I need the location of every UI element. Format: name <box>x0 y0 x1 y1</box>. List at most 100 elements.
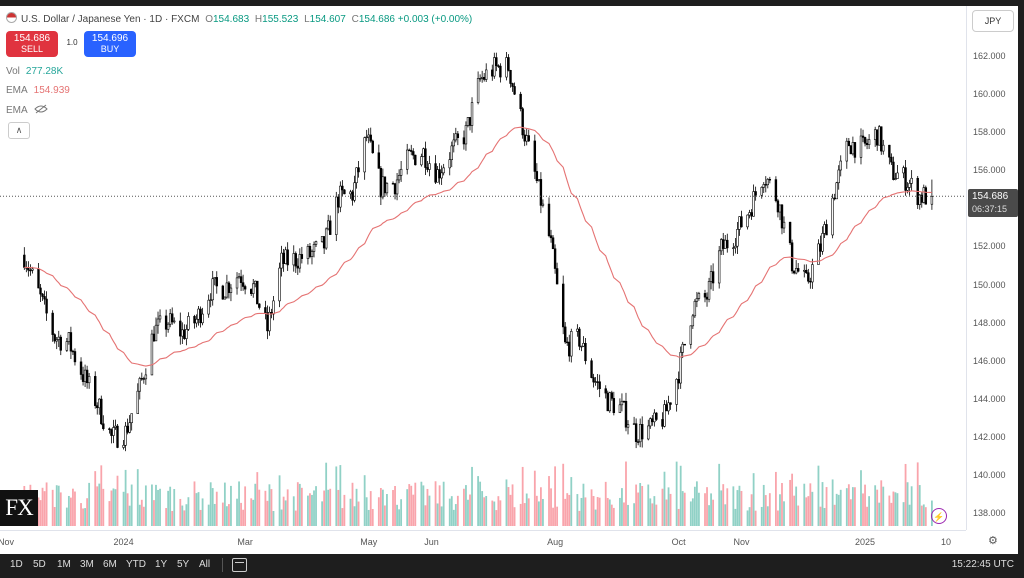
symbol-title[interactable]: U.S. Dollar / Japanese Yen · 1D · FXCM <box>21 14 200 25</box>
volume-bar <box>96 486 99 526</box>
candle <box>606 390 609 412</box>
collapse-indicators-button[interactable]: ∧ <box>8 122 30 139</box>
volume-bar <box>157 489 159 526</box>
candle <box>369 127 372 143</box>
candle <box>312 241 316 258</box>
volume-bar <box>908 504 911 526</box>
range-ytd[interactable]: YTD <box>126 559 146 570</box>
buy-button[interactable]: 154.696 BUY <box>84 31 136 57</box>
volume-bar <box>282 496 285 526</box>
price-tick-label: 158.000 <box>973 127 1006 138</box>
candle <box>73 348 77 366</box>
range-all[interactable]: All <box>199 559 211 570</box>
candle <box>892 156 895 181</box>
range-1y[interactable]: 1Y <box>155 559 168 570</box>
eye-hidden-icon[interactable] <box>34 104 48 114</box>
candle <box>750 209 753 220</box>
sell-button[interactable]: 154.686 SELL <box>6 31 58 57</box>
volume-bar <box>456 495 459 526</box>
calendar-icon[interactable] <box>232 558 247 572</box>
candle <box>533 134 537 180</box>
volume-bar <box>369 491 372 526</box>
volume-bar <box>471 466 473 526</box>
change-value: +0.003 (+0.00%) <box>397 14 473 25</box>
volume-bar <box>325 462 328 526</box>
candle <box>598 374 601 398</box>
volume-indicator[interactable]: Vol 277.28K <box>6 66 64 77</box>
candle <box>930 179 934 210</box>
range-1m[interactable]: 1M <box>57 559 71 570</box>
range-3m[interactable]: 3M <box>80 559 94 570</box>
candle <box>329 215 332 235</box>
price-plot[interactable] <box>0 6 966 530</box>
ema-indicator-hidden[interactable]: EMA <box>6 104 48 116</box>
volume-bar <box>647 484 650 526</box>
volume-bar <box>740 490 743 526</box>
volume-bar <box>86 498 89 526</box>
currency-button[interactable]: JPY <box>972 10 1014 32</box>
candle <box>875 129 879 151</box>
candle <box>880 126 883 155</box>
time-axis[interactable]: Nov 2024 Mar May Jun Aug Oct Nov 2025 10 <box>0 530 966 554</box>
candle <box>436 165 439 183</box>
range-6m[interactable]: 6M <box>103 559 117 570</box>
candle <box>513 82 516 96</box>
candle <box>426 160 429 173</box>
lightning-icon[interactable]: ⚡ <box>931 508 947 524</box>
volume-bar <box>294 510 297 526</box>
volume-bar <box>791 473 794 526</box>
volume-bar <box>495 510 498 526</box>
candle <box>693 299 697 318</box>
candle <box>555 262 559 285</box>
volume-bar <box>621 488 623 526</box>
candle <box>505 52 508 81</box>
candle <box>464 121 468 151</box>
candle <box>916 175 919 209</box>
range-1d[interactable]: 1D <box>10 559 23 570</box>
volume-bar <box>695 481 698 526</box>
candle <box>410 144 413 156</box>
volume-bar <box>428 495 431 526</box>
candle <box>399 160 403 182</box>
candle <box>85 365 89 389</box>
candle <box>760 186 763 199</box>
volume-bar <box>256 472 259 526</box>
time-tick-label: Aug <box>547 537 564 547</box>
candle <box>655 412 658 421</box>
volume-bar <box>533 470 536 526</box>
volume-bar <box>760 506 763 526</box>
volume-bar <box>653 496 656 526</box>
candle <box>661 412 664 430</box>
candle <box>748 209 751 219</box>
volume-bar <box>379 487 382 526</box>
candle <box>604 385 607 399</box>
volume-bar <box>74 491 76 526</box>
volume-bar <box>878 502 881 526</box>
volume-bar <box>309 493 311 526</box>
ema-indicator[interactable]: EMA 154.939 <box>6 85 70 96</box>
candle <box>837 165 840 190</box>
chart-area[interactable]: 162.000160.000158.000156.000154.000152.0… <box>0 6 1018 554</box>
volume-bar <box>779 494 781 526</box>
price-axis[interactable]: 162.000160.000158.000156.000154.000152.0… <box>966 6 1018 530</box>
volume-bar <box>606 497 609 526</box>
volume-bar <box>467 499 469 526</box>
volume-bar <box>499 500 502 526</box>
volume-bar <box>896 493 899 526</box>
volume-bar <box>183 510 186 526</box>
candle <box>237 273 241 279</box>
utc-clock[interactable]: 15:22:45 UTC <box>951 559 1014 570</box>
candle <box>568 334 571 362</box>
candle <box>807 268 810 284</box>
volume-bar <box>651 503 654 526</box>
volume-bar <box>335 466 338 526</box>
candle <box>79 357 83 380</box>
candle <box>39 283 42 302</box>
candle <box>780 204 784 235</box>
candle <box>341 180 344 197</box>
range-5y[interactable]: 5Y <box>177 559 190 570</box>
range-5d[interactable]: 5D <box>33 559 46 570</box>
gear-icon[interactable]: ⚙ <box>988 535 998 547</box>
ema-line <box>24 126 932 367</box>
candle <box>308 242 312 259</box>
